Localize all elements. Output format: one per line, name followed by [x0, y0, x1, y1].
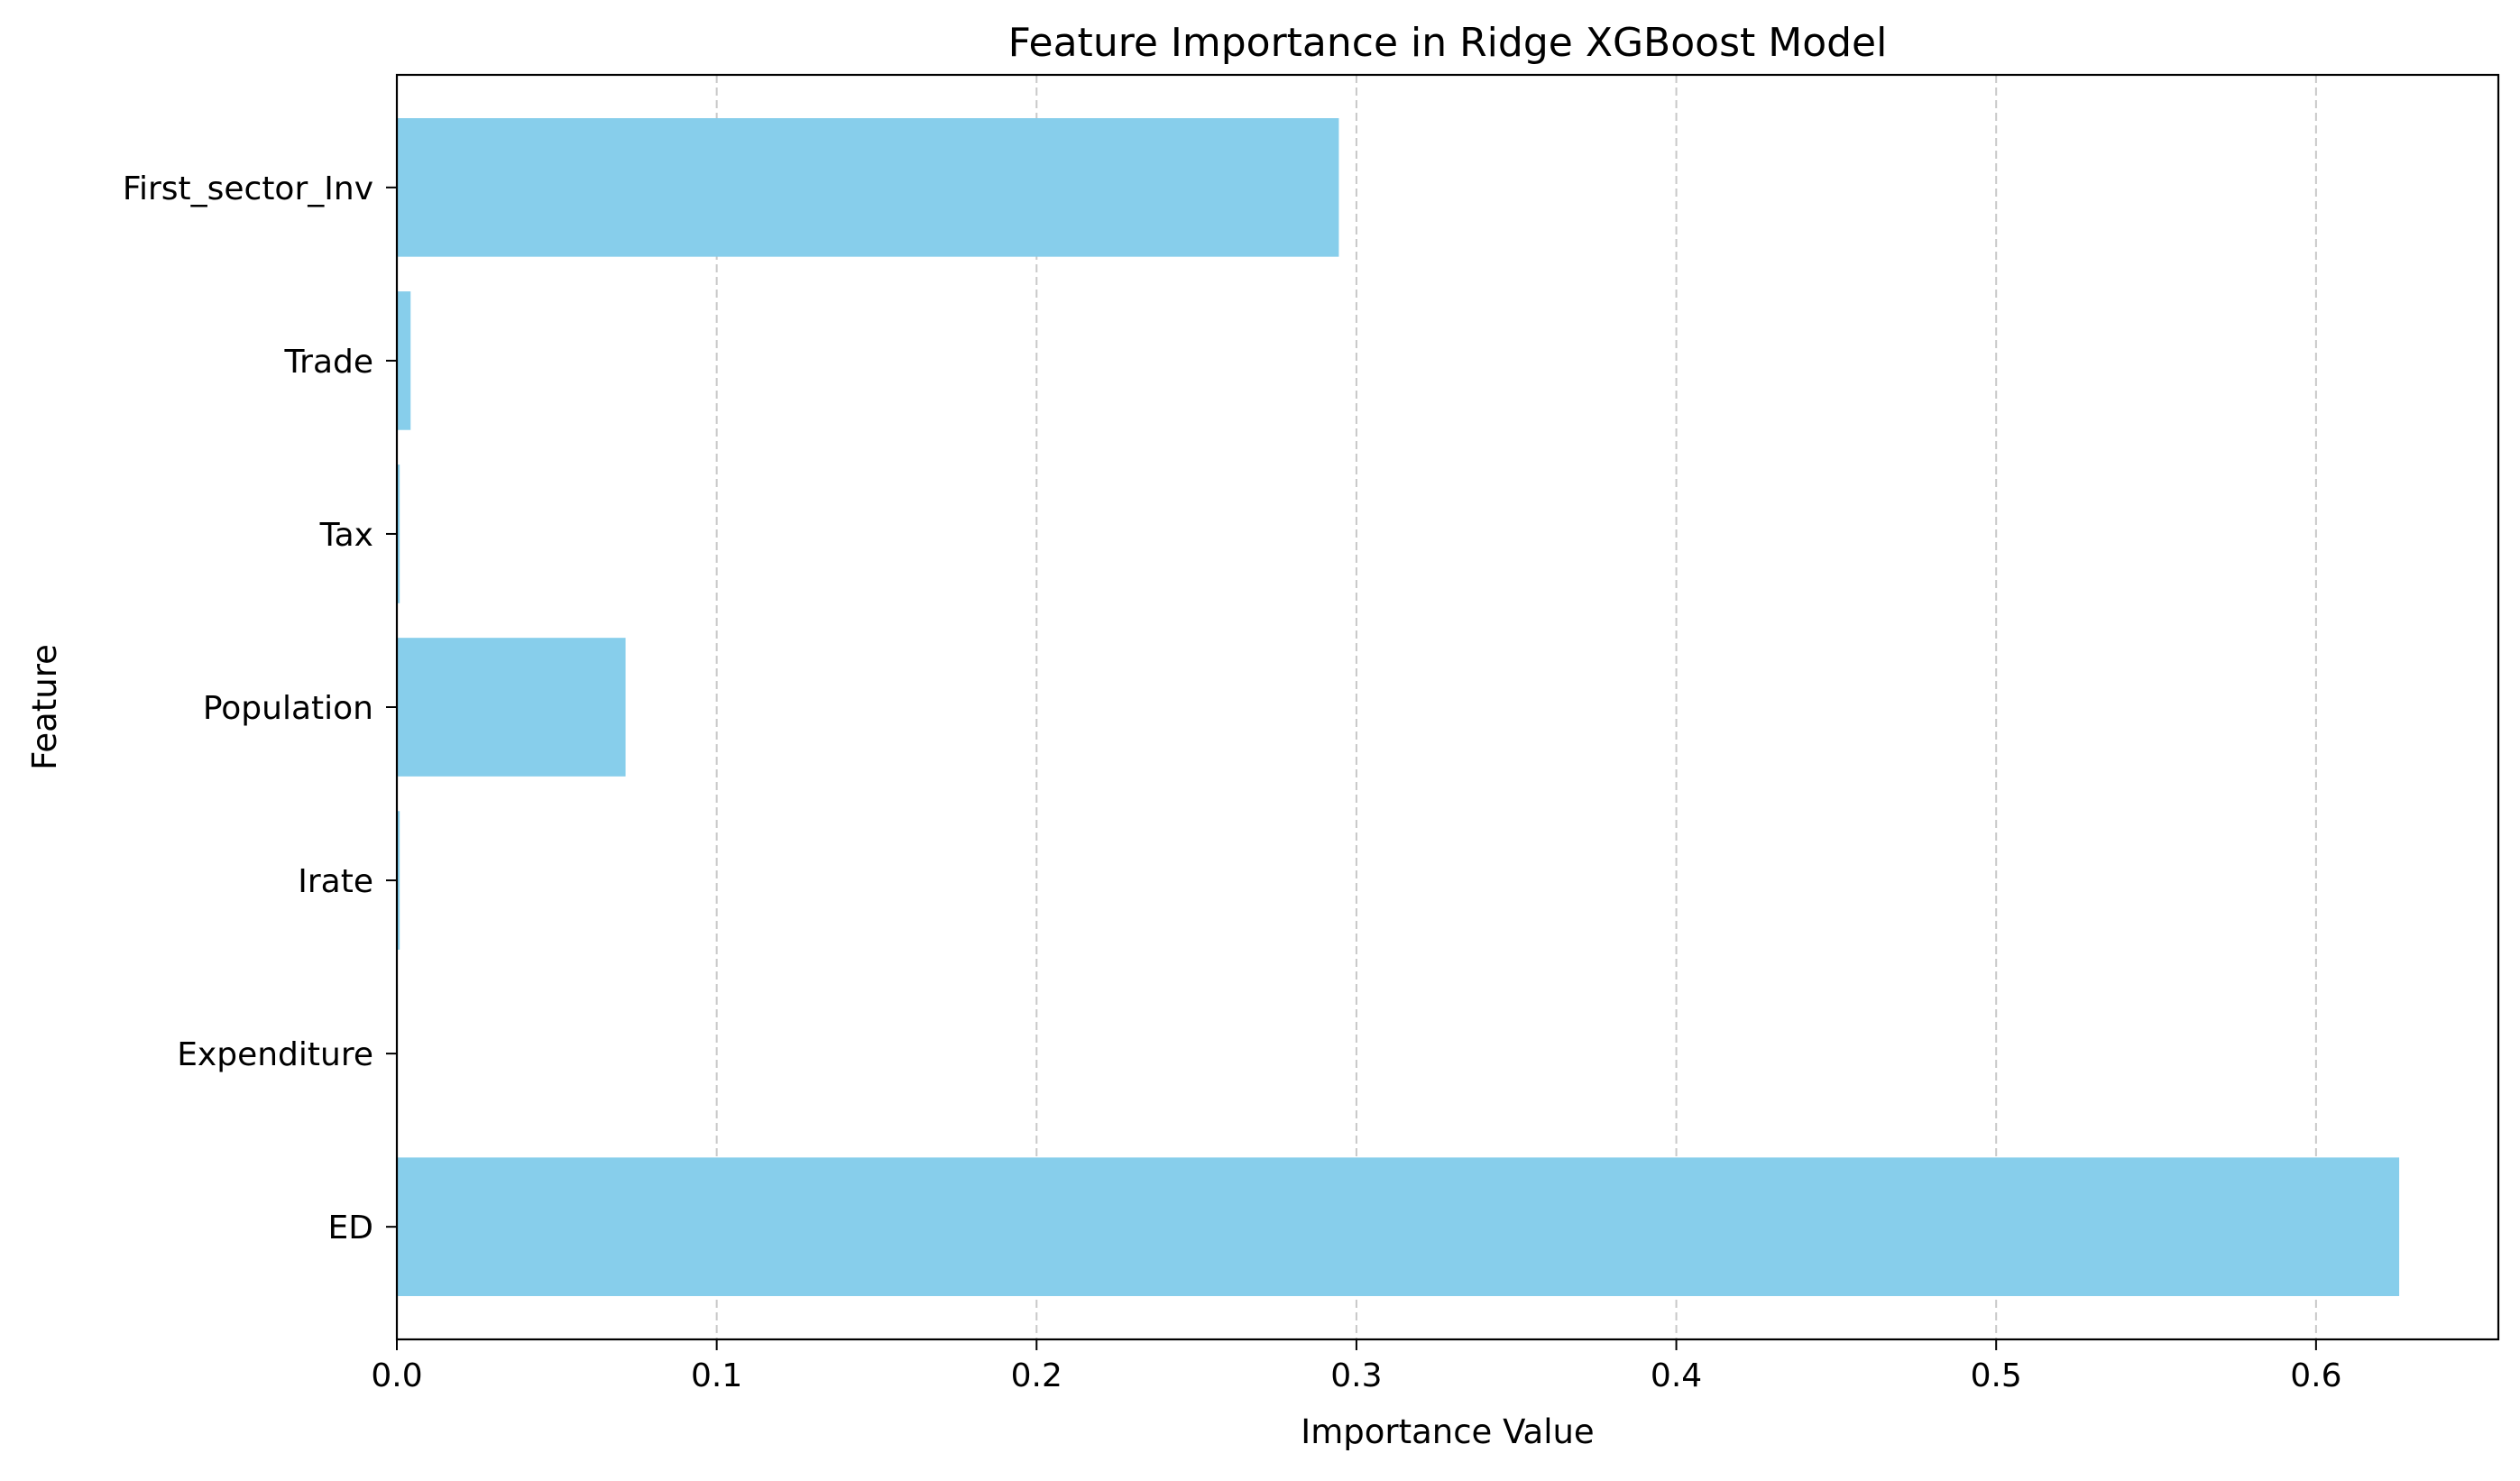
bar-first-sector-inv — [397, 118, 1339, 257]
y-tick-label: Population — [203, 690, 373, 727]
bar-trade — [397, 291, 411, 430]
bars — [397, 118, 2400, 1296]
x-axis-label: Importance Value — [1301, 1412, 1594, 1451]
x-tick-label: 0.2 — [1011, 1357, 1062, 1394]
x-tick-label: 0.1 — [691, 1357, 742, 1394]
y-tick-label: First_sector_Inv — [123, 170, 373, 207]
bar-population — [397, 638, 626, 777]
y-tick-label: Tax — [319, 517, 373, 554]
x-axis-ticks: 0.0 0.1 0.2 0.3 0.4 0.5 0.6 — [371, 1339, 2341, 1394]
plot-frame — [395, 73, 2500, 1341]
grid-lines — [715, 75, 2317, 1339]
x-tick-label: 0.4 — [1651, 1357, 1702, 1394]
y-tick-label: Irate — [298, 863, 373, 900]
y-tick-label: Expenditure — [177, 1036, 373, 1073]
y-tick-label: ED — [328, 1210, 373, 1246]
y-axis-label: Feature — [25, 644, 64, 770]
chart-title: Feature Importance in Ridge XGBoost Mode… — [1008, 20, 1888, 66]
x-tick-label: 0.5 — [1971, 1357, 2022, 1394]
x-tick-label: 0.0 — [371, 1357, 422, 1394]
axes — [395, 73, 2500, 1341]
x-tick-label: 0.3 — [1330, 1357, 1382, 1394]
bar-ed — [397, 1157, 2400, 1296]
bar-tax — [397, 465, 400, 603]
y-tick-label: Trade — [283, 344, 373, 381]
y-axis-ticks: ED Expenditure Irate Population Tax Trade Firs… — [123, 170, 397, 1246]
bar-irate — [397, 811, 400, 950]
x-tick-label: 0.6 — [2290, 1357, 2341, 1394]
